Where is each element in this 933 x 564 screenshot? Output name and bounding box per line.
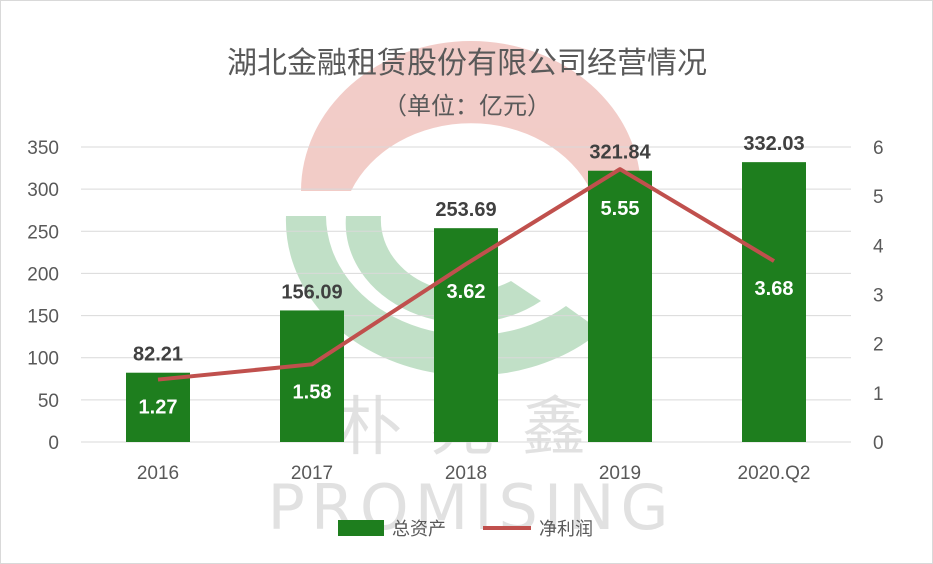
- x-tick-label: 2019: [599, 463, 641, 484]
- line-value-label: 1.58: [293, 381, 332, 403]
- line-value-label: 3.62: [447, 281, 486, 303]
- bar-value-label: 82.21: [133, 344, 183, 366]
- y-tick-right-label: 3: [873, 286, 884, 307]
- y-tick-right-label: 6: [873, 138, 884, 159]
- y-tick-left-label: 0: [48, 433, 59, 454]
- y-tick-left-label: 200: [27, 264, 59, 285]
- line-value-label: 1.27: [139, 397, 178, 419]
- y-tick-left-label: 350: [27, 138, 59, 159]
- y-tick-right-label: 4: [873, 236, 884, 257]
- y-tick-left-label: 300: [27, 180, 59, 201]
- x-tick-label: 2016: [137, 463, 179, 484]
- bar-value-label: 332.03: [743, 133, 804, 155]
- net-profit-line: [157, 167, 776, 382]
- legend-label-net-profit: 净利润: [539, 519, 593, 540]
- line-value-label: 5.55: [601, 198, 640, 220]
- chart-title: 湖北金融租赁股份有限公司经营情况: [227, 46, 707, 81]
- y-tick-right-label: 1: [873, 384, 884, 405]
- line-value-label: 3.68: [755, 278, 794, 300]
- y-axis-left: 0 50 100 150 200 250 300 350: [27, 138, 59, 454]
- x-tick-label: 2020.Q2: [738, 463, 811, 484]
- y-axis-right: 0 1 2 3 4 5 6: [873, 138, 884, 454]
- watermark-brand-en: PROMISING: [267, 471, 674, 544]
- legend: 总资产 净利润: [338, 519, 593, 540]
- bar-value-label: 321.84: [589, 142, 651, 164]
- bar-value-label: 253.69: [435, 199, 496, 221]
- x-axis: 2016 2017 2018 2019 2020.Q2: [137, 463, 811, 484]
- bar-total-assets: [434, 228, 498, 442]
- bar-value-label: 156.09: [281, 281, 342, 303]
- legend-swatch-total-assets: [338, 520, 384, 536]
- y-tick-left-label: 50: [38, 391, 59, 412]
- watermark-green-arc-outer: [285, 216, 601, 376]
- watermark-red-arc: [301, 41, 641, 191]
- chart-subtitle: （单位：亿元）: [383, 92, 551, 120]
- y-tick-right-label: 2: [873, 335, 884, 356]
- x-tick-label: 2017: [291, 463, 333, 484]
- bar-total-assets: [280, 310, 344, 442]
- line-series-net-profit: [157, 167, 776, 382]
- bar-total-assets: [126, 372, 190, 442]
- line-value-labels: 1.27 1.58 3.62 5.55 3.68: [139, 198, 794, 418]
- bar-value-labels: 82.21 156.09 253.69 321.84 332.03: [133, 133, 805, 366]
- bar-series-total-assets: [126, 162, 806, 442]
- y-tick-left-label: 250: [27, 222, 59, 243]
- x-tick-label: 2018: [445, 463, 487, 484]
- bar-total-assets: [588, 170, 652, 442]
- y-tick-right-label: 0: [873, 433, 884, 454]
- legend-label-total-assets: 总资产: [392, 519, 446, 540]
- y-tick-right-label: 5: [873, 187, 884, 208]
- bar-total-assets: [742, 162, 806, 442]
- y-tick-left-label: 100: [27, 349, 59, 370]
- y-tick-left-label: 150: [27, 307, 59, 328]
